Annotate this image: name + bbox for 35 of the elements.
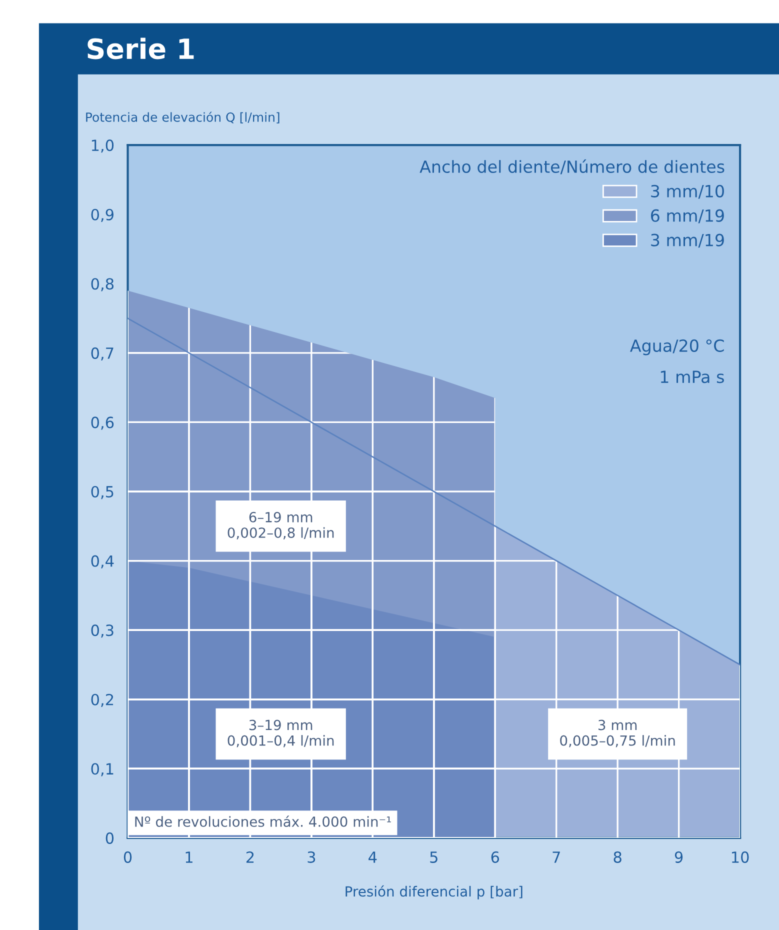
y-axis-title: Potencia de elevación Q [l/min] <box>86 112 280 124</box>
annotation: 6–19 mm 0,002–0,8 l/min <box>228 512 334 540</box>
y-tick-label: 0,9 <box>91 208 114 222</box>
legend-label: 3 mm/19 <box>651 234 724 248</box>
y-tick-label: 0,7 <box>91 347 114 361</box>
y-tick-label: 0,8 <box>91 278 114 292</box>
y-tick-label: 0,3 <box>91 624 114 638</box>
x-tick-label: 2 <box>246 851 254 863</box>
legend-title: Ancho del diente/Número de dientes <box>420 159 724 174</box>
x-tick-label: 0 <box>124 851 132 863</box>
x-axis-title: Presión diferencial p [bar] <box>346 885 522 900</box>
x-tick-label: 10 <box>732 851 749 863</box>
x-tick-label: 4 <box>368 852 377 863</box>
annotation: 3 mm 0,005–0,75 l/min <box>560 720 675 748</box>
x-tick-label: 8 <box>614 851 622 863</box>
y-tick-label: 0,5 <box>91 486 114 500</box>
x-tick-label: 6 <box>491 851 500 863</box>
y-tick-label: 0,2 <box>91 694 114 707</box>
y-tick-label: 0,1 <box>91 763 114 776</box>
x-tick-label: 7 <box>552 852 560 863</box>
legend-label: 6 mm/19 <box>651 209 724 224</box>
annotation: 3–19 mm 0,001–0,4 l/min <box>228 720 334 748</box>
x-tick-label: 3 <box>308 851 316 863</box>
annotation: Nº de revoluciones máx. 4.000 min⁻¹ <box>135 816 391 827</box>
x-tick-label: 9 <box>674 851 683 863</box>
y-tick-label: 0 <box>106 832 114 844</box>
annotation: Agua/20 °C <box>630 339 724 356</box>
annotation: 1 mPa s <box>660 370 724 384</box>
legend-label: 3 mm/10 <box>651 184 724 199</box>
y-tick-label: 1,0 <box>92 140 114 153</box>
y-tick-label: 0,4 <box>91 555 114 568</box>
y-tick-label: 0,6 <box>91 416 114 430</box>
x-tick-label: 5 <box>430 852 438 863</box>
x-tick-label: 1 <box>186 852 192 863</box>
chart-title: Serie 1 <box>88 38 194 60</box>
